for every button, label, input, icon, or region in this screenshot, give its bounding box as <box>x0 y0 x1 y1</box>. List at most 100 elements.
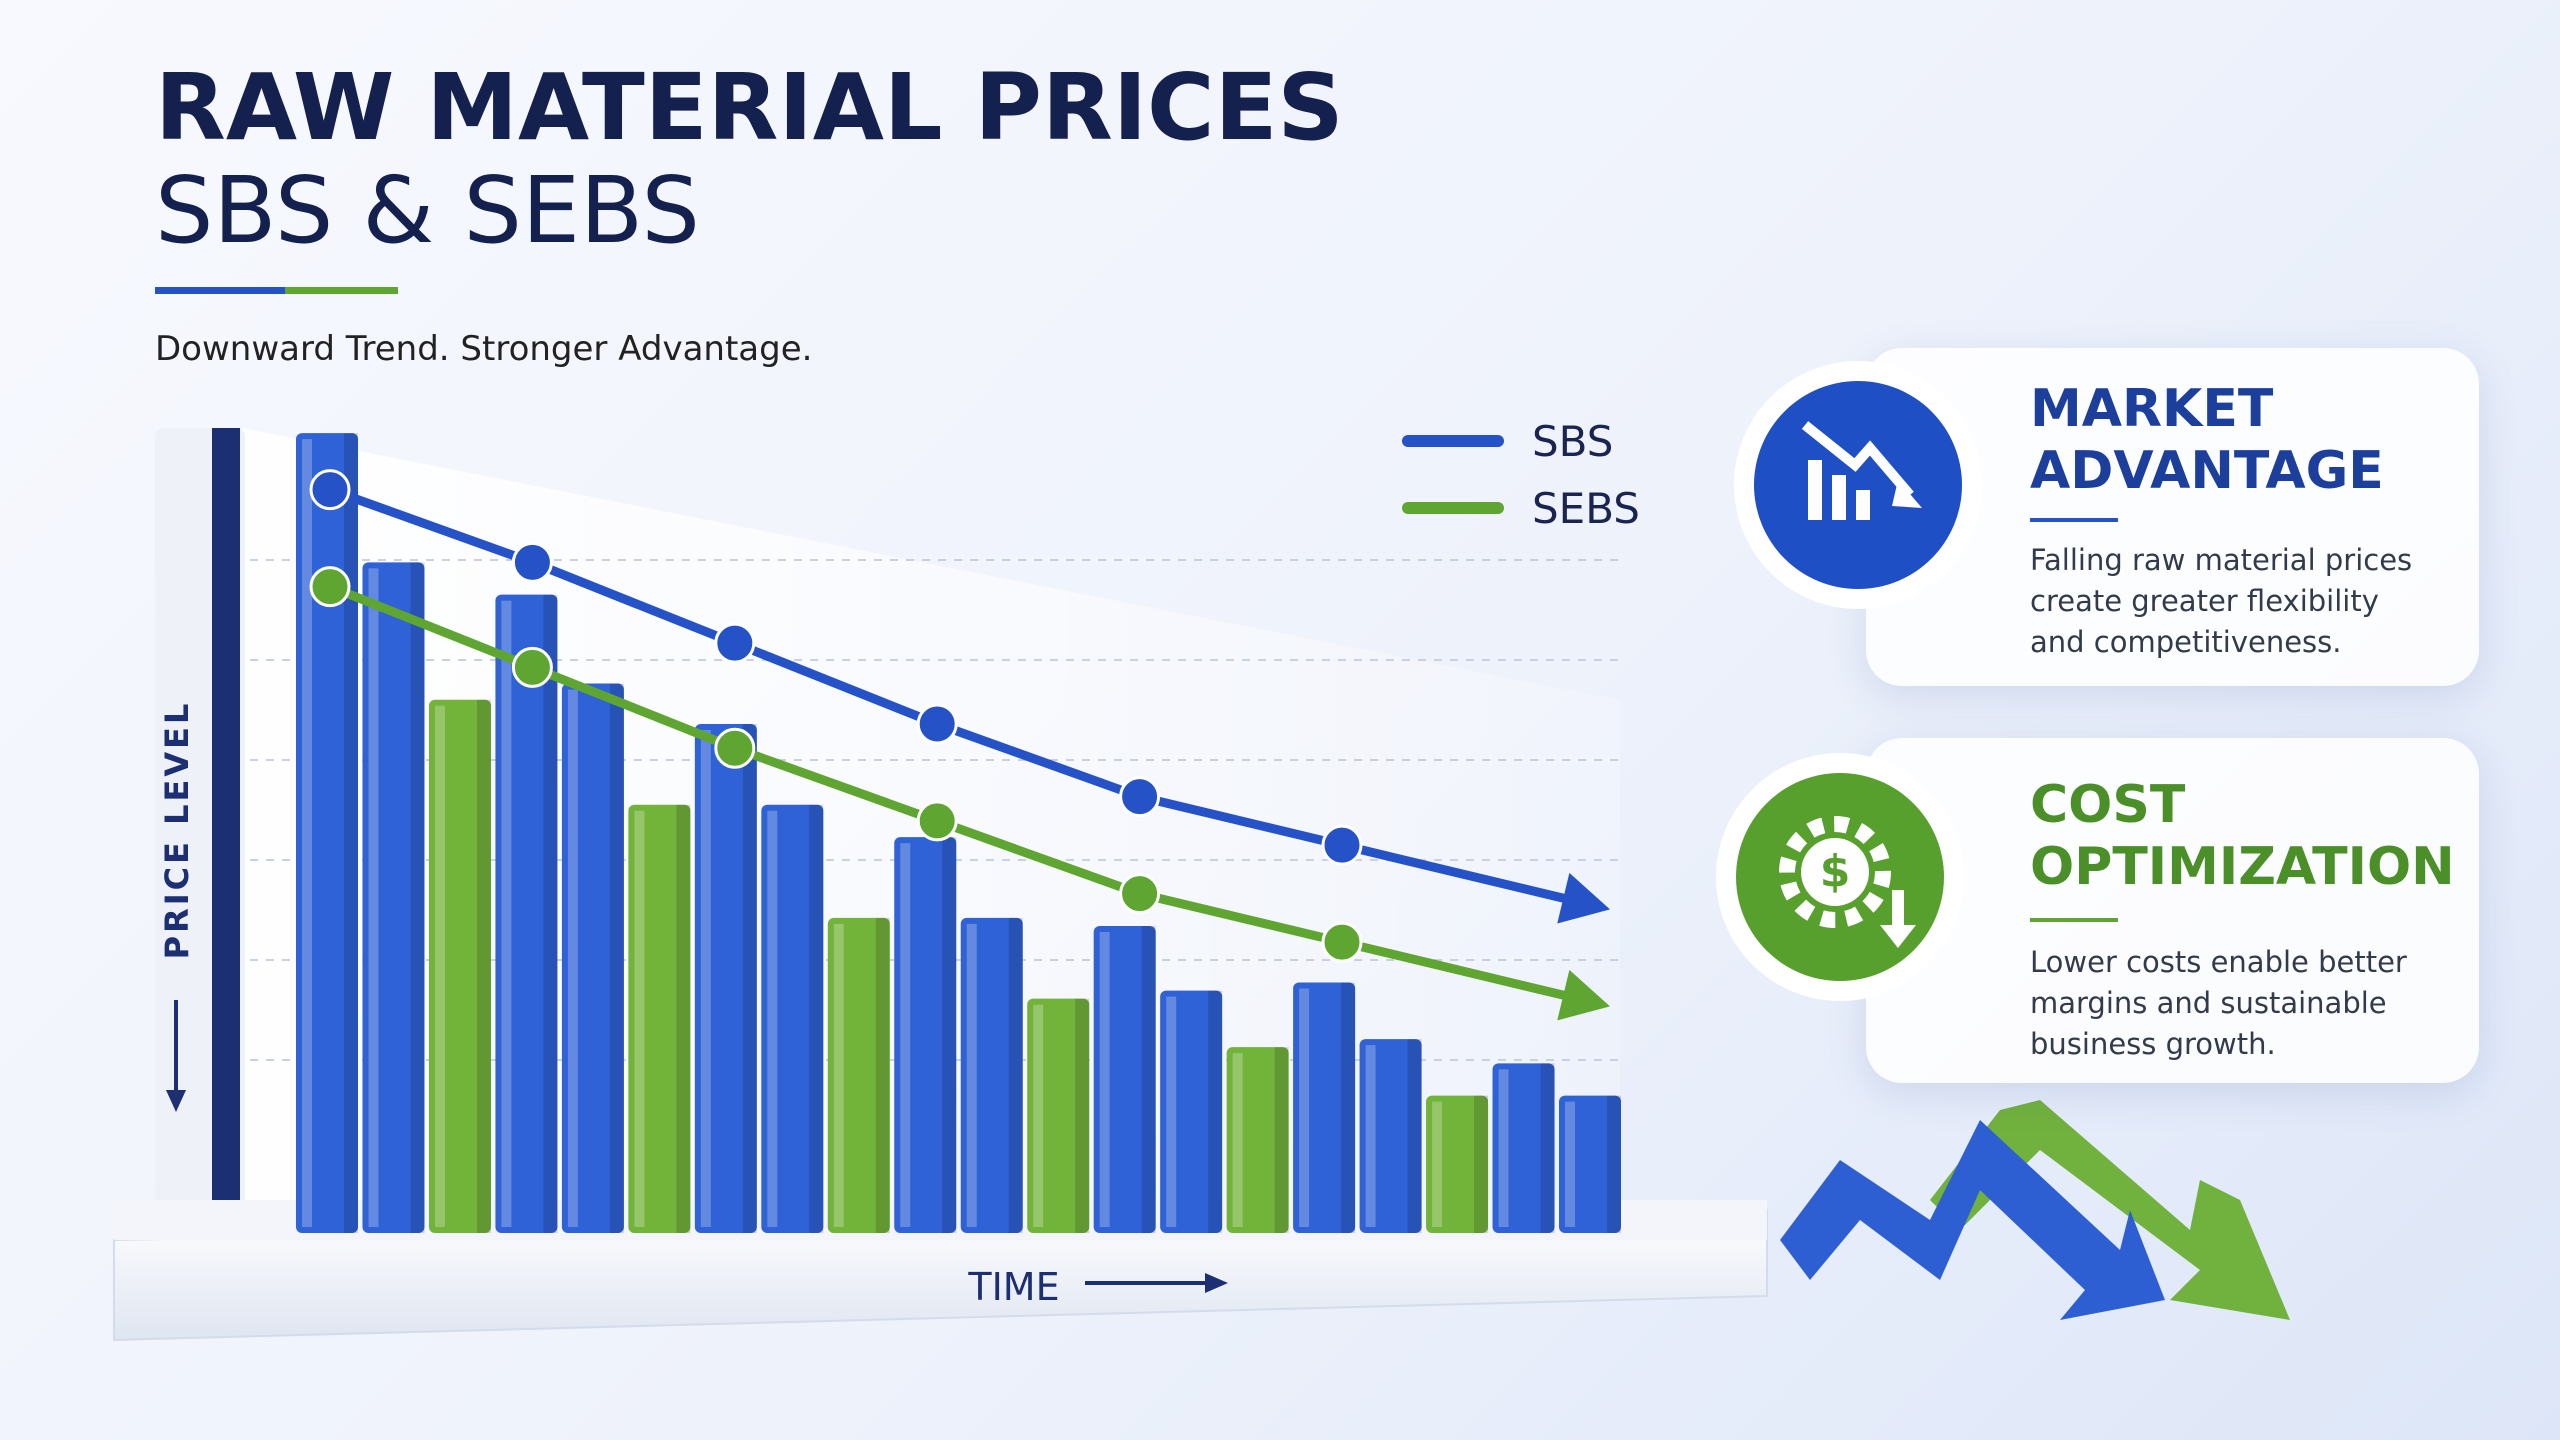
bar-shade <box>1075 998 1090 1233</box>
bar-highlight <box>1299 988 1310 1227</box>
line-point <box>1321 921 1363 963</box>
line-arrow-shaft <box>1337 840 1595 910</box>
card-title-line: OPTIMIZATION <box>2030 837 2455 897</box>
bar-shade <box>1540 1063 1555 1233</box>
bar-shade <box>1607 1095 1621 1233</box>
bar-highlight <box>434 705 445 1227</box>
decor-arrow-green <box>1930 1100 2290 1320</box>
icon-coin <box>1801 838 1869 906</box>
bar-highlight <box>501 600 512 1227</box>
bar <box>1160 990 1223 1233</box>
icon-dollar: $ <box>1820 846 1851 897</box>
bar <box>1492 1063 1555 1233</box>
bar <box>296 433 358 1234</box>
card-rule <box>2030 918 2118 922</box>
bar-highlight <box>368 568 379 1227</box>
bar <box>827 917 890 1233</box>
line-point <box>1321 824 1363 866</box>
bar <box>694 723 757 1233</box>
line-point <box>714 727 756 769</box>
bar-highlight <box>1498 1069 1509 1227</box>
card-cost <box>1866 738 2479 1083</box>
icon-trend <box>1801 421 1914 499</box>
bar <box>362 562 425 1233</box>
bar <box>561 683 624 1233</box>
line-point <box>1119 873 1161 915</box>
bar-highlight <box>1166 996 1177 1227</box>
legend-label: SBS <box>1532 417 1613 466</box>
icon-bar <box>1856 490 1870 520</box>
bar-shade <box>1407 1039 1422 1233</box>
line-point <box>916 800 958 842</box>
accent-green <box>285 287 398 294</box>
card-title: COST OPTIMIZATION <box>2030 774 2455 898</box>
bar-highlight <box>767 810 778 1227</box>
card-title: MARKET ADVANTAGE <box>2030 378 2384 502</box>
bar-highlight <box>700 729 711 1227</box>
bar-shade <box>875 917 890 1233</box>
bar <box>495 594 558 1233</box>
bar-highlight <box>1232 1053 1243 1227</box>
card-body-line: margins and sustainable <box>2030 986 2387 1020</box>
bar-shade <box>609 683 624 1233</box>
card-body-line: Falling raw material prices <box>2030 543 2413 577</box>
bar <box>1027 998 1090 1233</box>
bar <box>1559 1095 1621 1233</box>
line <box>328 582 1344 947</box>
line-arrowhead <box>1557 872 1610 924</box>
bar-highlight <box>1365 1045 1376 1227</box>
accent-blue <box>155 287 285 294</box>
x-axis-label: TIME <box>967 1265 1059 1309</box>
bar-highlight <box>900 843 911 1227</box>
bar <box>1226 1047 1289 1233</box>
icon-down <box>1892 890 1904 930</box>
bar-shade <box>476 699 491 1233</box>
card-title-line: ADVANTAGE <box>2030 441 2384 501</box>
subtitle: SBS & SEBS <box>155 157 700 264</box>
bar <box>1293 982 1356 1233</box>
icon-bar <box>1808 460 1822 520</box>
bar-highlight <box>833 923 844 1227</box>
bar-highlight <box>1099 931 1110 1227</box>
line-point <box>511 646 553 688</box>
card-body: Lower costs enable better margins and sus… <box>2030 942 2407 1065</box>
bar <box>1359 1039 1422 1233</box>
line-point <box>309 469 351 511</box>
card-body-line: business growth. <box>2030 1027 2276 1061</box>
legend-label: SEBS <box>1532 484 1640 533</box>
bar <box>960 917 1023 1233</box>
bar <box>628 804 691 1233</box>
bar-highlight <box>634 810 645 1227</box>
bar-shade <box>1474 1095 1489 1233</box>
tagline: Downward Trend. Stronger Advantage. <box>155 329 812 369</box>
line-point <box>511 541 553 583</box>
bar-shade <box>742 723 757 1233</box>
x-arrowhead <box>1205 1273 1228 1293</box>
card-title-line: MARKET <box>2030 379 2274 439</box>
line-arrowhead <box>1557 969 1610 1021</box>
bar-highlight <box>567 689 578 1227</box>
bar-shade <box>1341 982 1356 1233</box>
bar-highlight <box>1033 1004 1044 1227</box>
bar-highlight <box>966 923 977 1227</box>
line-point <box>714 622 756 664</box>
bar-shade <box>942 837 957 1233</box>
line-point <box>916 703 958 745</box>
card-body-line: and competitiveness. <box>2030 625 2342 659</box>
icon-gear <box>1779 816 1891 928</box>
bar <box>1426 1095 1489 1233</box>
icon-market <box>1754 381 1962 589</box>
bar-highlight <box>1432 1101 1443 1227</box>
bar <box>1093 925 1156 1233</box>
icon-trend-head <box>1892 480 1922 508</box>
bar-shade <box>1141 925 1156 1233</box>
bar-shade <box>410 562 425 1233</box>
y-arrowhead <box>166 1090 186 1112</box>
bar-shade <box>344 433 358 1234</box>
bar-highlight <box>302 439 312 1228</box>
card-rule <box>2030 518 2118 522</box>
y-axis-label: PRICE LEVEL <box>158 701 196 960</box>
line <box>328 485 1344 850</box>
